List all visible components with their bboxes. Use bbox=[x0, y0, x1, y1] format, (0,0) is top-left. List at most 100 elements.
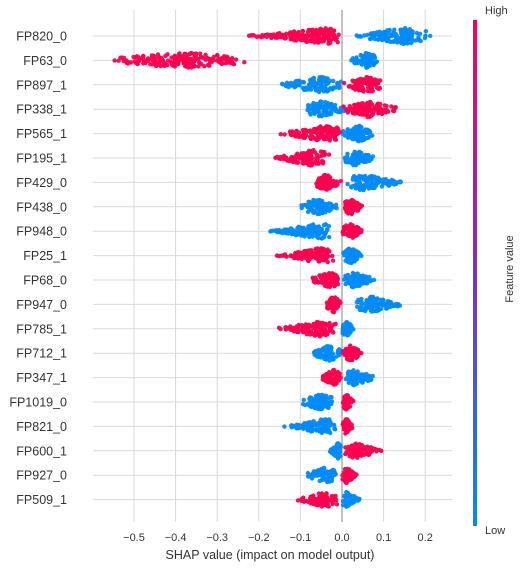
shap-point-high bbox=[293, 154, 298, 160]
shap-point-low bbox=[328, 354, 333, 359]
shap-point-low bbox=[369, 305, 375, 311]
shap-point-high bbox=[289, 154, 294, 160]
shap-point-high bbox=[316, 161, 321, 166]
shap-point-high bbox=[382, 103, 387, 108]
shap-point-high bbox=[180, 54, 186, 59]
shap-point-low bbox=[320, 346, 325, 352]
shap-point-high bbox=[304, 39, 309, 44]
shap-point-high bbox=[352, 85, 357, 90]
shap-point-low bbox=[328, 78, 333, 84]
shap-point-low bbox=[362, 280, 368, 286]
shap-point-low bbox=[364, 377, 369, 382]
colorbar-high-label: High bbox=[485, 5, 508, 17]
shap-point-high bbox=[325, 501, 330, 506]
shap-point-high bbox=[312, 250, 318, 256]
shap-point-high bbox=[131, 54, 136, 60]
shap-point-high bbox=[338, 178, 343, 184]
shap-point-low bbox=[283, 82, 289, 87]
shap-point-high bbox=[316, 37, 321, 42]
shap-point-high bbox=[393, 105, 398, 110]
shap-point-low bbox=[376, 308, 381, 313]
shap-point-high bbox=[282, 36, 287, 41]
shap-point-high bbox=[277, 155, 283, 161]
shap-point-high bbox=[346, 227, 351, 232]
shap-point-high bbox=[304, 498, 309, 504]
shap-point-high bbox=[316, 279, 321, 285]
shap-point-low bbox=[370, 295, 375, 301]
shap-point-high bbox=[321, 173, 326, 178]
shap-point-low bbox=[295, 423, 301, 428]
shap-point-high bbox=[313, 155, 319, 161]
shap-point-high bbox=[319, 158, 325, 164]
shap-point-high bbox=[315, 181, 321, 186]
shap-point-high bbox=[352, 473, 357, 479]
shap-point-high bbox=[173, 62, 178, 67]
shap-point-high bbox=[215, 52, 220, 58]
shap-point-high bbox=[345, 417, 350, 422]
shap-point-low bbox=[345, 272, 351, 278]
shap-point-high bbox=[347, 358, 352, 363]
shap-point-high bbox=[287, 326, 292, 331]
shap-point-low bbox=[277, 229, 283, 234]
shap-point-low bbox=[359, 125, 364, 130]
shap-point-low bbox=[321, 222, 327, 228]
shap-point-low bbox=[301, 232, 306, 237]
shap-point-high bbox=[305, 29, 311, 35]
shap-point-high bbox=[341, 80, 347, 86]
shap-point-high bbox=[336, 32, 341, 37]
shap-point-high bbox=[211, 54, 216, 60]
feature-label: FP785_1 bbox=[16, 322, 67, 336]
x-tick-label: −0.5 bbox=[123, 532, 145, 544]
shap-point-low bbox=[399, 34, 404, 39]
shap-point-low bbox=[349, 496, 355, 501]
shap-point-low bbox=[282, 424, 287, 429]
shap-point-low bbox=[312, 230, 317, 236]
shap-point-low bbox=[332, 425, 337, 431]
shap-point-high bbox=[376, 86, 381, 92]
shap-point-high bbox=[299, 256, 304, 262]
shap-point-low bbox=[345, 181, 350, 187]
shap-point-low bbox=[327, 423, 333, 428]
shap-point-low bbox=[381, 32, 386, 37]
shap-point-low bbox=[365, 127, 370, 132]
shap-point-low bbox=[397, 179, 402, 185]
shap-point-high bbox=[330, 299, 336, 304]
shap-point-high bbox=[343, 202, 348, 207]
shap-point-high bbox=[136, 54, 141, 60]
shap-point-low bbox=[368, 36, 374, 41]
feature-label: FP897_1 bbox=[16, 78, 67, 92]
feature-label: FP509_1 bbox=[16, 493, 67, 507]
shap-point-low bbox=[321, 470, 327, 475]
feature-label: FP63_0 bbox=[23, 54, 67, 68]
shap-point-low bbox=[359, 274, 364, 279]
shap-point-high bbox=[378, 101, 383, 107]
shap-point-high bbox=[364, 450, 369, 456]
shap-point-high bbox=[318, 124, 323, 129]
shap-point-high bbox=[343, 398, 348, 403]
shap-point-low bbox=[281, 227, 287, 233]
shap-point-high bbox=[311, 126, 317, 132]
shap-point-high bbox=[307, 332, 312, 337]
shap-point-high bbox=[328, 175, 333, 180]
shap-point-low bbox=[362, 277, 367, 282]
x-tick-label: −0.2 bbox=[248, 532, 270, 544]
shap-point-high bbox=[248, 33, 254, 38]
colorbar-gradient bbox=[473, 20, 477, 526]
shap-point-low bbox=[395, 35, 400, 41]
shap-point-high bbox=[327, 275, 333, 280]
shap-point-high bbox=[326, 254, 331, 259]
shap-point-high bbox=[350, 455, 355, 460]
shap-point-high bbox=[281, 32, 286, 38]
shap-point-low bbox=[314, 85, 319, 90]
shap-point-high bbox=[369, 77, 374, 83]
shap-point-high bbox=[187, 51, 192, 57]
shap-point-high bbox=[283, 253, 288, 258]
shap-point-high bbox=[312, 279, 317, 285]
shap-point-high bbox=[220, 61, 225, 66]
shap-point-high bbox=[329, 494, 335, 499]
shap-point-low bbox=[315, 353, 321, 358]
shap-point-low bbox=[313, 202, 318, 208]
shap-point-low bbox=[362, 136, 367, 141]
shap-point-low bbox=[390, 39, 395, 44]
x-tick-label: 0.1 bbox=[376, 532, 391, 544]
